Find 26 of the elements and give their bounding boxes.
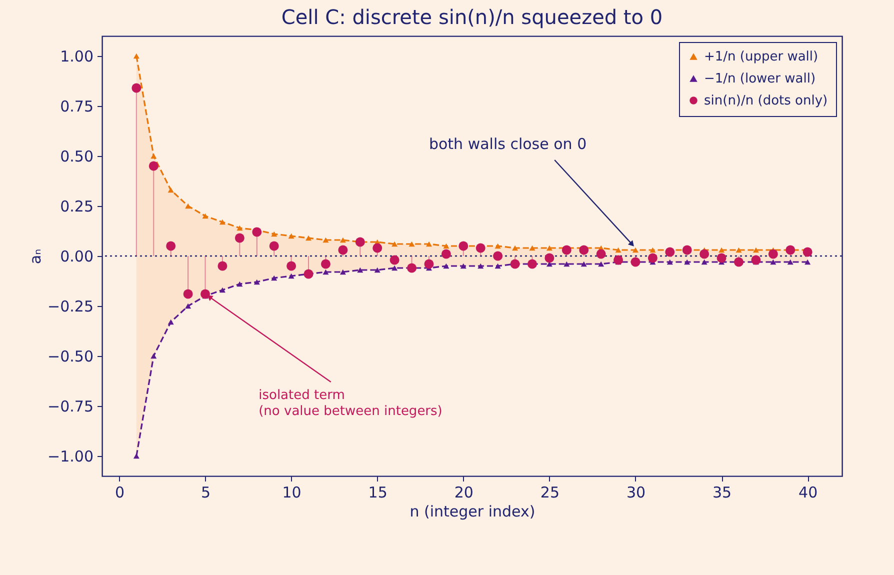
legend-label: +1/n (upper wall) — [704, 50, 818, 64]
y-tick-label: −0.50 — [48, 348, 94, 366]
x-axis-title: n (integer index) — [410, 502, 536, 520]
y-tick-label: −1.00 — [48, 448, 94, 466]
y-tick-label: 0.25 — [60, 198, 94, 216]
y-tick-label: 0.50 — [60, 148, 94, 166]
y-tick-label: 0.75 — [60, 98, 94, 116]
legend-label: −1/n (lower wall) — [704, 72, 816, 86]
legend-label: sin(n)/n (dots only) — [704, 94, 828, 108]
x-tick-label: 40 — [798, 484, 818, 502]
y-tick-label: 1.00 — [60, 48, 94, 66]
x-tick-label: 35 — [712, 484, 732, 502]
x-tick-label: 15 — [368, 484, 388, 502]
y-tick-label: −0.25 — [48, 298, 94, 316]
x-tick-label: 0 — [114, 484, 124, 502]
y-tick-label: −0.75 — [48, 398, 94, 416]
y-tick-label: 0.00 — [60, 248, 94, 266]
chart-title: Cell C: discrete sin(n)/n squeezed to 0 — [281, 5, 663, 29]
x-tick-label: 20 — [454, 484, 474, 502]
annotation: both walls close on 0 — [428, 135, 587, 153]
x-tick-label: 10 — [282, 484, 302, 502]
x-tick-label: 5 — [200, 484, 211, 502]
y-axis-title: aₙ — [26, 248, 45, 264]
x-tick-label: 30 — [626, 484, 646, 502]
x-tick-label: 25 — [540, 484, 560, 502]
annotation: isolated term (no value between integers) — [258, 388, 442, 419]
